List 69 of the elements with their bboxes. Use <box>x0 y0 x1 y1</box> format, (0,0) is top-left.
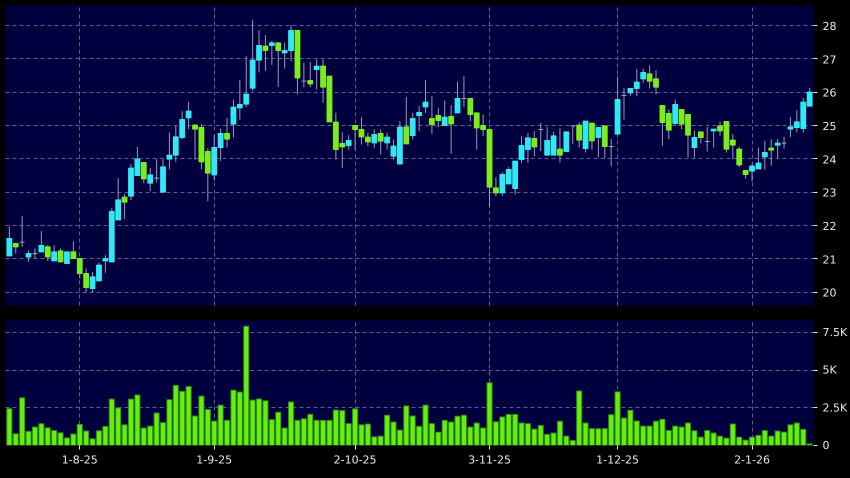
y-tick-label: 22 <box>822 220 836 233</box>
candlestick <box>448 104 454 154</box>
candlestick <box>422 80 428 114</box>
candlestick <box>384 132 390 150</box>
candlestick <box>32 248 38 259</box>
y-tick-label: 25 <box>822 120 836 133</box>
candlestick <box>531 130 538 157</box>
x-tick-label: 1-9-25 <box>196 454 232 466</box>
candlestick <box>570 125 576 145</box>
candlestick <box>371 129 378 148</box>
y-tick-label: 5K <box>822 364 838 377</box>
x-tick-label: 1-12-25 <box>596 454 640 466</box>
candlestick <box>314 59 320 90</box>
x-tick-label: 2-10-25 <box>334 454 377 466</box>
y-tick-label: 26 <box>822 86 836 100</box>
x-tick-label: 2-1-26 <box>734 454 770 466</box>
candlestick <box>442 100 448 126</box>
y-tick-label: 21 <box>822 253 836 266</box>
candlestick <box>51 244 58 262</box>
y-tick-label: 24 <box>822 153 836 166</box>
candlestick <box>416 106 422 132</box>
candlestick <box>64 251 70 264</box>
candlestick <box>563 131 570 152</box>
candlestick <box>710 128 717 148</box>
candlestick <box>557 128 563 163</box>
candlestick <box>781 136 787 149</box>
candlestick <box>19 215 26 248</box>
candlestick <box>186 102 192 130</box>
candlestick <box>461 76 467 108</box>
candlestick <box>224 117 230 148</box>
y-tick-label: 28 <box>822 20 836 33</box>
candlestick <box>275 42 282 88</box>
candlestick <box>346 134 352 150</box>
x-tick-label: 1-8-25 <box>62 454 98 466</box>
candlestick <box>140 162 147 184</box>
candlestick <box>262 34 268 72</box>
candlestick <box>268 40 275 66</box>
candlestick <box>768 138 774 166</box>
candlestick <box>640 68 646 84</box>
y-tick-label: 27 <box>822 53 836 66</box>
candlestick <box>692 130 698 158</box>
candlestick <box>762 140 768 170</box>
candlestick <box>410 112 416 140</box>
candlestick <box>704 126 710 152</box>
candlestick <box>6 226 12 256</box>
candlestick <box>154 158 160 183</box>
candlestick <box>608 138 614 167</box>
candlestick <box>538 122 544 152</box>
candlestick <box>58 248 64 262</box>
y-tick-label: 2.5K <box>822 401 848 414</box>
candlestick <box>300 62 307 88</box>
candlestick <box>589 122 595 150</box>
candlestick <box>736 146 742 168</box>
candlestick <box>595 127 602 158</box>
y-tick-label: 0 <box>822 439 830 452</box>
candlestick <box>621 87 627 120</box>
candlestick <box>378 129 384 155</box>
candlestick <box>672 99 678 126</box>
x-tick-label: 3-11-25 <box>468 454 512 466</box>
candlestick <box>698 131 704 144</box>
candlestick <box>122 193 128 220</box>
y-tick-label: 7.5K <box>822 326 848 340</box>
y-tick-label: 20 <box>822 286 836 300</box>
candlestick <box>493 176 499 197</box>
y-tick-label: 23 <box>822 186 836 200</box>
candlestick <box>38 230 44 252</box>
candlestick <box>44 244 51 262</box>
candlestick <box>12 243 19 254</box>
candlestick <box>403 96 410 144</box>
